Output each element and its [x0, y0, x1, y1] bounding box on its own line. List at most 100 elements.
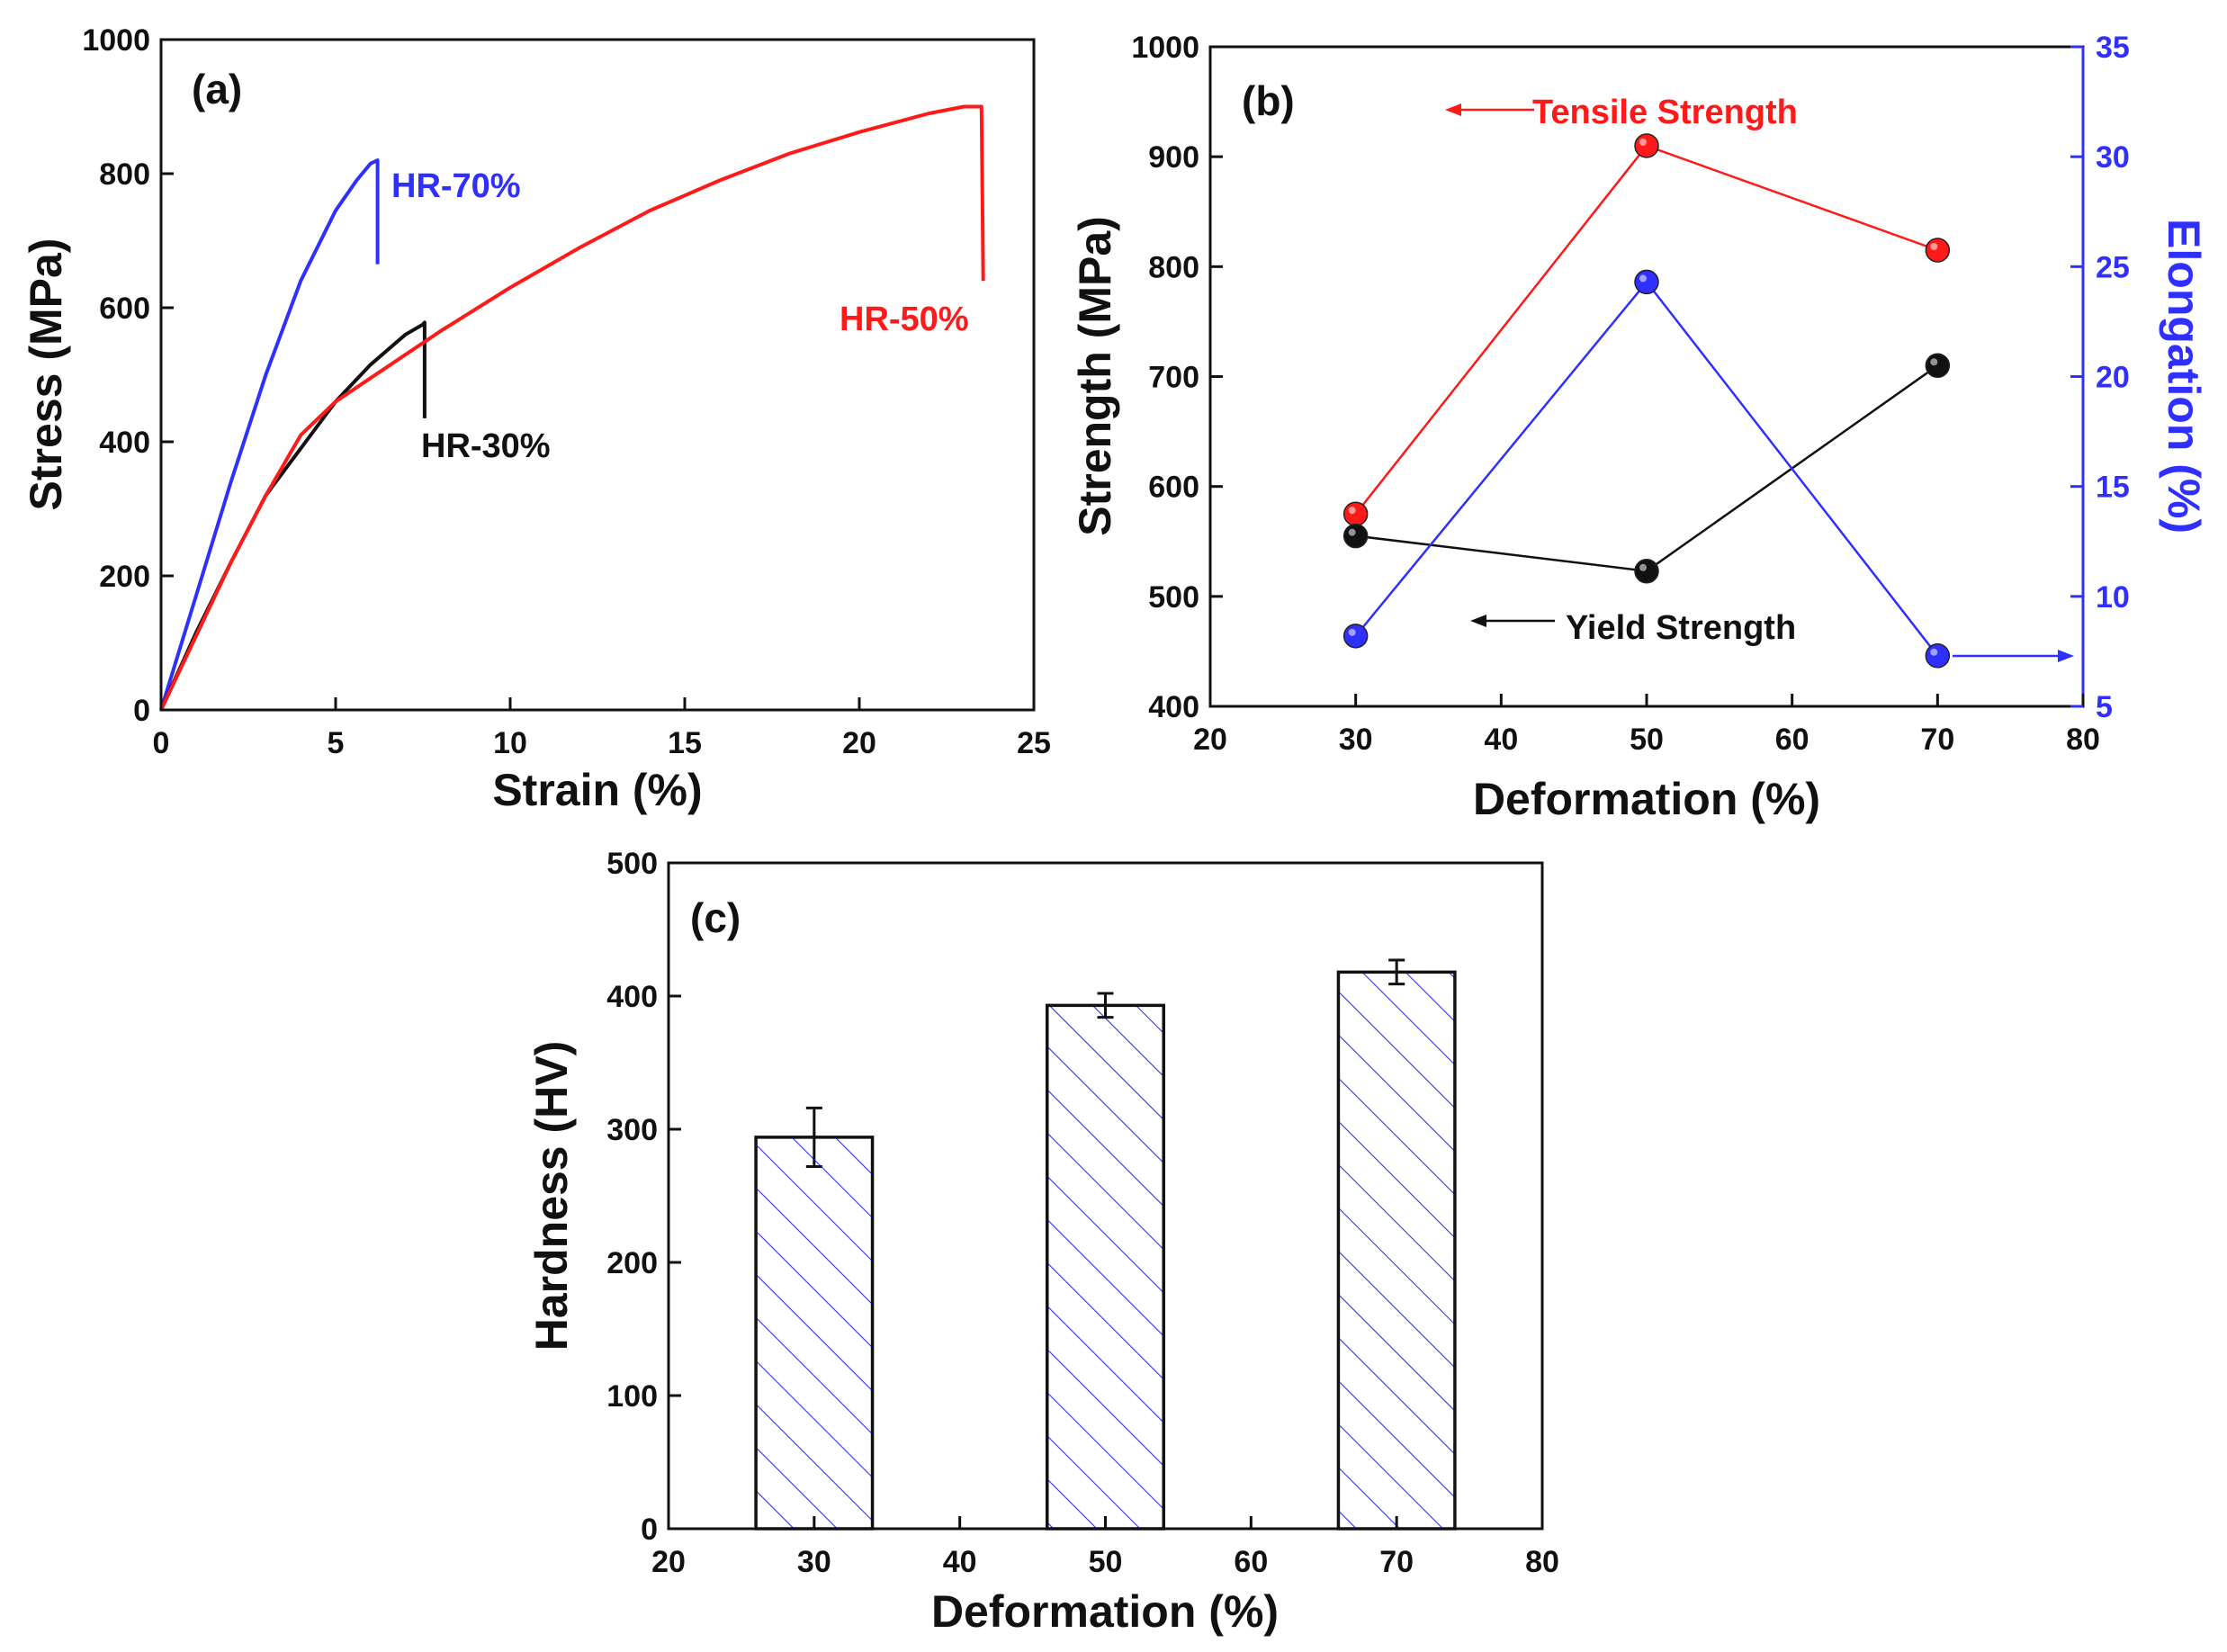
- panel-a-label: (a): [192, 66, 242, 112]
- yield-label: Yield Strength: [1566, 609, 1796, 647]
- panel-a-ytick-label-4: 800: [99, 157, 150, 192]
- panel-c-ylabel: Hardness (HV): [526, 1041, 577, 1351]
- panel-c-xtick-label-2: 40: [943, 1545, 977, 1579]
- tensile-strength-point-1: [1634, 133, 1659, 158]
- panel-c-ytick-label-5: 500: [606, 847, 658, 881]
- panel-c-ytick-label-4: 400: [606, 980, 658, 1014]
- tensile-strength-point-highlight-0: [1348, 507, 1356, 515]
- tensile-strength-line: [1354, 144, 1938, 515]
- hardness-bar-2: [1336, 970, 1457, 1531]
- panel-a-xtick-label-3: 15: [668, 726, 702, 760]
- panel-c-label: (c): [690, 894, 741, 941]
- panel-a-ytick-label-1: 200: [99, 560, 150, 594]
- panel-b-xtick-label-0: 20: [1193, 723, 1227, 757]
- elongation-point-highlight-0: [1348, 628, 1356, 636]
- yield-strength-point-0: [1342, 523, 1369, 549]
- panel-a: 0 5 10 15 20 25 0 200 400 600 800 1000 (a) Strain (…: [21, 23, 1051, 815]
- panel-c-xtick-label-3: 50: [1089, 1545, 1123, 1579]
- panel-b-ytick-label-5: 900: [1148, 140, 1199, 175]
- yield-annotation: Yield Strength: [1470, 609, 1796, 647]
- label-hr-30: HR-30%: [421, 427, 551, 465]
- panel-c-ytick-label-1: 100: [606, 1379, 658, 1414]
- panel-b-ytick-label-3: 700: [1148, 361, 1199, 395]
- yield-arrow-head: [1470, 615, 1486, 627]
- panel-a-ticks: 0 5 10 15 20 25 0 200 400 600 800 1000: [82, 23, 1051, 760]
- yield-strength-point-highlight-2: [1930, 358, 1938, 366]
- tensile-strength-point-highlight-2: [1930, 243, 1938, 251]
- panel-b-right-ytick-label-2: 15: [2096, 471, 2130, 505]
- panel-c-bars: [754, 958, 1457, 1531]
- panel-c: 20 30 40 50 60 70 80 0 100 200 300 400 500 (c) Defor…: [526, 847, 1559, 1637]
- label-hr-70: HR-70%: [391, 167, 521, 205]
- panel-c-xtick-label-0: 20: [651, 1545, 686, 1579]
- panel-b-ytick-label-1: 500: [1148, 580, 1199, 615]
- panel-b-right-ytick-label-5: 30: [2096, 140, 2130, 175]
- panel-b-right-ytick-label-4: 25: [2096, 250, 2130, 284]
- elongation-point-2: [1925, 643, 1951, 669]
- elongation-arrow-head: [2058, 650, 2074, 662]
- elongation-annotation: [1953, 650, 2074, 662]
- panel-b-label: (b): [1242, 77, 1295, 124]
- yield-strength-point-highlight-0: [1348, 528, 1356, 536]
- yield-strength-line: [1355, 364, 1939, 572]
- tensile-arrow-head: [1445, 103, 1461, 116]
- panel-b-xtick-label-5: 70: [1920, 723, 1954, 757]
- panel-b-ytick-label-0: 400: [1148, 690, 1199, 724]
- panel-a-ytick-label-2: 400: [99, 426, 150, 460]
- panel-a-xlabel: Strain (%): [492, 765, 702, 815]
- tensile-strength-point-0: [1342, 501, 1369, 526]
- panel-a-xtick-label-1: 5: [328, 726, 345, 760]
- tensile-strength-point-2: [1925, 238, 1951, 263]
- panel-b-ytick-label-6: 1000: [1131, 31, 1199, 65]
- panel-a-xtick-label-2: 10: [493, 726, 527, 760]
- panel-a-ytick-label-0: 0: [133, 694, 150, 728]
- panel-a-ytick-label-5: 1000: [82, 23, 150, 58]
- panel-b-y2label: Elongation (%): [2159, 219, 2209, 534]
- panel-c-xlabel: Deformation (%): [931, 1586, 1279, 1637]
- panel-a-xtick-label-4: 20: [842, 726, 876, 760]
- tensile-strength-point-highlight-1: [1639, 138, 1647, 146]
- panel-a-xtick-label-5: 25: [1017, 726, 1051, 760]
- panel-b-right-ytick-label-3: 20: [2096, 361, 2130, 395]
- panel-a-ytick-label-3: 600: [99, 292, 150, 326]
- hardness-bar-1: [1046, 1003, 1165, 1531]
- panel-c-xtick-label-4: 60: [1234, 1545, 1268, 1579]
- elongation-point-highlight-2: [1930, 648, 1938, 656]
- elongation-line: [1354, 280, 1939, 657]
- stress-strain-curve-hr-50: [159, 104, 985, 711]
- stress-strain-curve-hr-70: [159, 158, 380, 711]
- panel-b-ytick-label-2: 600: [1148, 471, 1199, 505]
- yield-strength-point-highlight-1: [1639, 563, 1647, 571]
- panel-a-frame: [159, 38, 1036, 712]
- panel-b: 20 30 40 50 60 70 80 400 500 600 700 800 900 1000 5 10 1…: [1070, 31, 2209, 824]
- panel-b-ylabel: Strength (MPa): [1070, 216, 1120, 536]
- yield-strength-point-2: [1925, 353, 1951, 379]
- panel-c-ytick-label-3: 300: [606, 1113, 658, 1147]
- panel-b-right-ytick-label-1: 10: [2096, 580, 2130, 615]
- panel-c-xtick-label-6: 80: [1525, 1545, 1559, 1579]
- panel-b-right-ytick-label-0: 5: [2096, 690, 2113, 724]
- panel-b-xtick-label-4: 60: [1775, 723, 1809, 757]
- panel-b-xtick-label-2: 40: [1484, 723, 1518, 757]
- panel-a-xtick-label-0: 0: [153, 726, 170, 760]
- stress-strain-curve-hr-30: [159, 320, 427, 711]
- label-hr-50: HR-50%: [840, 301, 969, 338]
- panel-b-xtick-label-1: 30: [1339, 723, 1373, 757]
- yield-strength-point-1: [1634, 558, 1659, 584]
- panel-b-xtick-label-6: 80: [2066, 723, 2100, 757]
- panel-b-series: [1342, 133, 1951, 669]
- hardness-bar-0: [754, 1136, 875, 1531]
- panel-c-ytick-label-0: 0: [641, 1513, 658, 1547]
- panel-b-right-ytick-label-6: 35: [2096, 31, 2130, 65]
- elongation-point-1: [1634, 269, 1659, 295]
- panel-c-xtick-label-5: 70: [1379, 1545, 1414, 1579]
- panel-b-ticks: 20 30 40 50 60 70 80 400 500 600 700 800 900 1000 5 10 1…: [1131, 31, 2129, 757]
- tensile-label: Tensile Strength: [1532, 94, 1798, 131]
- panel-a-ylabel: Stress (MPa): [21, 238, 71, 511]
- panel-c-xtick-label-1: 30: [797, 1545, 831, 1579]
- tensile-annotation: Tensile Strength: [1445, 94, 1798, 131]
- elongation-point-0: [1342, 624, 1369, 649]
- panel-a-series: [159, 104, 985, 711]
- panel-c-ytick-label-2: 200: [606, 1246, 658, 1280]
